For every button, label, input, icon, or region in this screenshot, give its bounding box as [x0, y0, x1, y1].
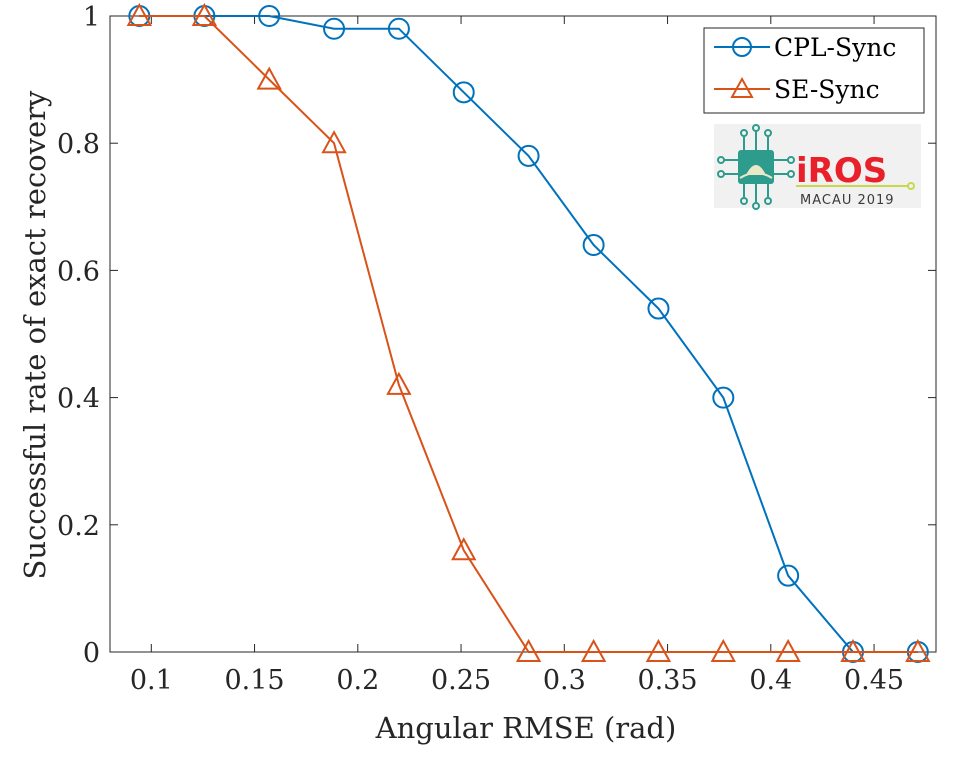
data-point-se-sync	[321, 130, 347, 154]
data-point-cpl-sync	[323, 17, 346, 40]
series-layer	[126, 2, 931, 663]
data-point-se-sync	[905, 638, 931, 662]
x-tick-label: 0.35	[637, 665, 697, 696]
data-point-cpl-sync	[452, 81, 475, 104]
y-tick-label: 0	[83, 638, 100, 669]
iros-logo: iROS MACAU 2019	[714, 124, 921, 210]
data-point-se-sync	[386, 371, 412, 395]
x-tick-label: 0.25	[431, 665, 491, 696]
data-point-se-sync	[840, 638, 866, 662]
legend-marker-se-sync	[730, 76, 754, 98]
y-tick-label: 1	[83, 2, 100, 33]
series-line-cpl-sync	[139, 15, 918, 653]
y-tick-label: 0.2	[57, 511, 100, 542]
series-line-se-sync	[139, 15, 918, 653]
x-axis-label: Angular RMSE (rad)	[375, 711, 677, 745]
x-axis-ticks: 0.1 0.15 0.2 0.25 0.3 0.35 0.4 0.45	[130, 16, 904, 696]
y-tick-label: 0.6	[57, 256, 100, 287]
legend-label-se-sync: SE-Sync	[774, 75, 880, 104]
data-point-cpl-sync	[258, 5, 281, 27]
legend: CPL-Sync SE-Sync	[703, 27, 925, 114]
data-point-cpl-sync	[517, 144, 540, 167]
legend-marker-cpl-sync	[732, 37, 752, 57]
logo-subtitle: MACAU 2019	[800, 193, 895, 208]
data-point-se-sync	[191, 2, 218, 26]
data-point-cpl-sync	[777, 564, 800, 587]
x-tick-label: 0.15	[224, 665, 284, 696]
data-point-se-sync	[775, 638, 801, 662]
data-point-se-sync	[256, 66, 282, 90]
circuit-lotus-icon	[717, 124, 795, 210]
y-tick-label: 0.8	[57, 129, 100, 160]
y-tick-label: 0.4	[57, 384, 100, 415]
data-point-cpl-sync	[387, 17, 410, 40]
data-point-cpl-sync	[647, 297, 670, 320]
x-tick-label: 0.45	[844, 665, 904, 696]
x-tick-label: 0.4	[749, 665, 792, 696]
y-axis-label: Successful rate of exact recovery	[18, 90, 52, 580]
logo-title: iROS	[796, 151, 887, 191]
data-point-cpl-sync	[582, 233, 605, 256]
x-tick-label: 0.1	[130, 665, 173, 696]
legend-label-cpl-sync: CPL-Sync	[774, 33, 896, 62]
data-point-cpl-sync	[712, 386, 735, 409]
data-point-se-sync	[126, 2, 153, 26]
data-point-se-sync	[515, 638, 542, 662]
data-point-se-sync	[580, 638, 607, 662]
data-point-se-sync	[645, 638, 672, 662]
x-tick-label: 0.2	[336, 665, 379, 696]
x-tick-label: 0.3	[543, 665, 586, 696]
legend-box	[703, 27, 925, 114]
data-point-se-sync	[710, 638, 736, 662]
data-point-se-sync	[451, 537, 477, 561]
y-axis-ticks: 0 0.2 0.4 0.6 0.8 1	[57, 2, 936, 669]
